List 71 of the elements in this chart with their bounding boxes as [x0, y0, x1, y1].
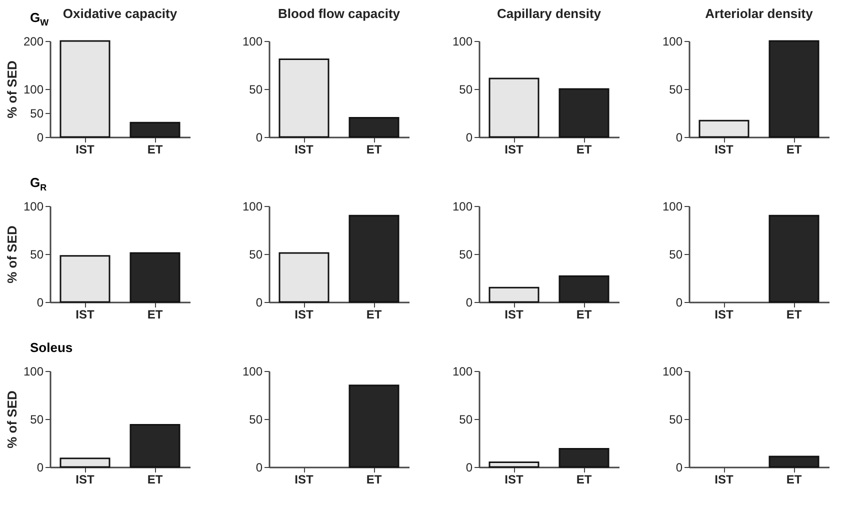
x-tick-label: IST: [504, 472, 524, 486]
y-tick-label: 50: [30, 412, 44, 426]
x-tick-label: ET: [366, 472, 382, 486]
y-tick-label: 50: [249, 82, 263, 96]
x-tick-label: ET: [147, 142, 164, 156]
y-axis-title: % of SED: [4, 390, 20, 448]
text: G$_{R}$: [30, 175, 47, 193]
y-tick-label: 100: [242, 364, 263, 378]
y-tick-label: 0: [256, 460, 263, 474]
y-axis-title: % of SED: [4, 60, 20, 118]
y-tick-label: 0: [36, 296, 44, 310]
y-tick-label: 50: [249, 412, 263, 426]
y-tick-label: 100: [242, 200, 263, 214]
y-tick-label: 50: [669, 82, 683, 96]
x-tick-label: ET: [366, 142, 382, 156]
y-tick-label: 0: [256, 130, 263, 144]
y-tick-label: 100: [452, 34, 473, 48]
y-tick-label: 50: [669, 412, 683, 426]
x-tick-label: IST: [294, 308, 314, 322]
y-tick-label: 100: [452, 200, 473, 214]
y-tick-label: 50: [459, 82, 473, 96]
y-tick-label: 100: [242, 34, 263, 48]
y-tick-label: 0: [256, 296, 263, 310]
y-tick-label: 100: [23, 364, 44, 378]
x-tick-label: ET: [576, 472, 592, 486]
y-tick-label: 50: [30, 248, 44, 262]
y-tick-label: 200: [23, 34, 44, 48]
x-tick-label: IST: [504, 308, 524, 322]
x-tick-label: ET: [576, 142, 592, 156]
x-tick-label: ET: [576, 308, 592, 322]
text: G$_{W}$: [30, 10, 49, 28]
y-tick-label: 100: [662, 200, 683, 214]
x-tick-label: ET: [147, 308, 164, 322]
x-tick-label: IST: [294, 472, 314, 486]
x-tick-label: IST: [76, 308, 95, 322]
chart-title: Arteriolar density: [705, 6, 814, 21]
y-tick-label: 0: [466, 460, 473, 474]
x-tick-label: IST: [714, 142, 734, 156]
y-tick-label: 0: [676, 460, 683, 474]
y-tick-label: 0: [36, 460, 44, 474]
y-tick-label: 50: [30, 106, 44, 120]
y-tick-label: 100: [23, 200, 44, 214]
x-tick-label: IST: [294, 142, 314, 156]
x-tick-label: ET: [147, 472, 164, 486]
y-tick-label: 0: [676, 296, 683, 310]
y-tick-label: 50: [249, 248, 263, 262]
x-tick-label: IST: [76, 472, 95, 486]
y-tick-label: 50: [459, 412, 473, 426]
x-tick-label: IST: [714, 308, 734, 322]
y-tick-label: 50: [669, 248, 683, 262]
x-tick-label: IST: [76, 142, 95, 156]
x-tick-label: ET: [786, 308, 802, 322]
chart-title: Capillary density: [496, 6, 602, 21]
text: Soleus: [30, 340, 73, 355]
y-tick-label: 100: [23, 82, 44, 96]
x-tick-label: IST: [714, 472, 734, 486]
chart-title: Oxidative capacity: [62, 6, 178, 21]
y-tick-label: 0: [676, 130, 683, 144]
x-tick-label: ET: [366, 308, 382, 322]
y-tick-label: 0: [36, 130, 44, 144]
x-tick-label: ET: [786, 472, 802, 486]
y-tick-label: 50: [459, 248, 473, 262]
chart-title: Blood flow capacity: [278, 6, 401, 21]
y-tick-label: 100: [662, 364, 683, 378]
y-tick-label: 100: [662, 34, 683, 48]
y-tick-label: 0: [466, 130, 473, 144]
x-tick-label: ET: [786, 142, 802, 156]
y-tick-label: 0: [466, 296, 473, 310]
y-tick-label: 100: [452, 364, 473, 378]
x-tick-label: IST: [504, 142, 524, 156]
y-axis-title: % of SED: [4, 226, 20, 284]
